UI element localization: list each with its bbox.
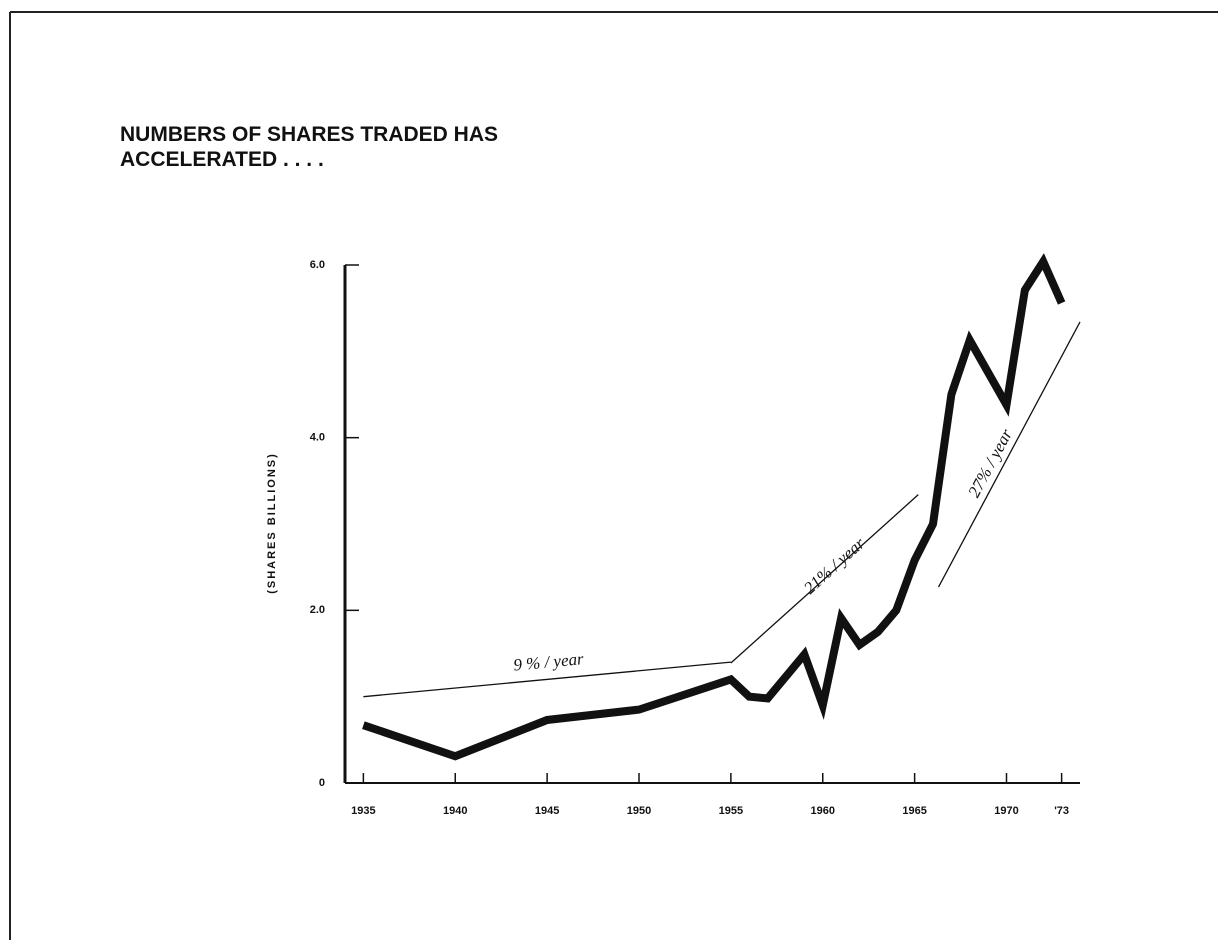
x-tick-label: 1940 — [443, 805, 467, 817]
x-tick-label: 1950 — [627, 805, 651, 817]
x-tick-label: '73 — [1054, 805, 1069, 817]
y-tick-label: 2.0 — [310, 604, 325, 616]
y-tick-label: 4.0 — [310, 432, 325, 444]
x-tick-label: 1955 — [719, 805, 743, 817]
y-tick-label: 0 — [319, 777, 325, 789]
trend-label: 9 % / year — [513, 649, 585, 675]
x-tick-label: 1960 — [811, 805, 835, 817]
y-axis-label: (SHARES BILLIONS) — [266, 452, 278, 594]
x-tick-label: 1965 — [902, 805, 926, 817]
x-tick-label: 1970 — [994, 805, 1018, 817]
x-tick-label: 1935 — [351, 805, 375, 817]
trend-label: 21% / year — [800, 533, 868, 597]
x-tick-label: 1945 — [535, 805, 559, 817]
trend-line — [730, 494, 919, 664]
y-tick-label: 6.0 — [310, 259, 325, 271]
chart-title: NUMBERS OF SHARES TRADED HAS ACCELERATED … — [120, 123, 498, 171]
trend-line — [937, 321, 1081, 588]
data-line — [362, 253, 1066, 761]
trend-line — [363, 661, 731, 698]
